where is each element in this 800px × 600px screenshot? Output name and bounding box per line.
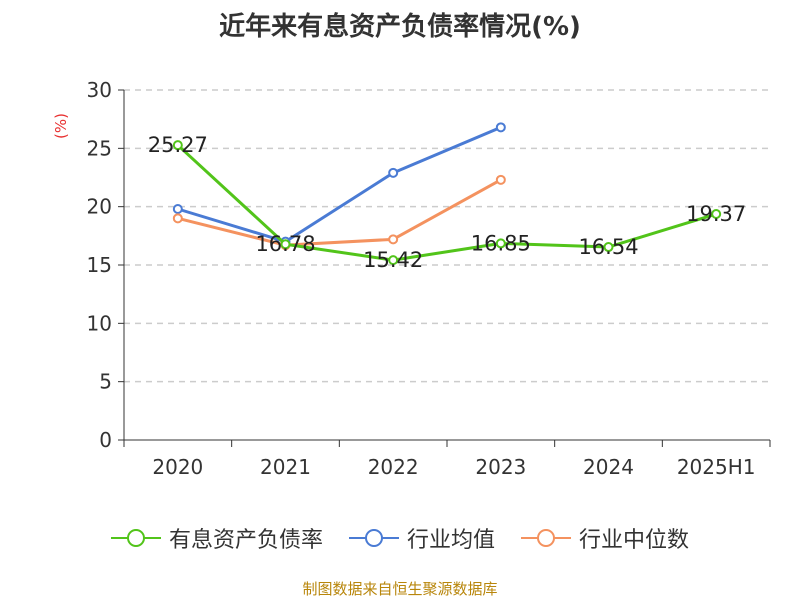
data-point	[495, 238, 506, 249]
gridlines	[124, 89, 770, 383]
legend-label: 有息资产负债率	[168, 528, 323, 553]
legend-item-industry-median[interactable]: 行业中位数	[521, 522, 689, 554]
legend-marker-blue	[348, 529, 399, 547]
series-lines	[172, 122, 722, 266]
chart-title: 近年来有息资产负债率情况(%)	[219, 12, 581, 42]
legend-item-industry-mean[interactable]: 行业均值	[348, 522, 495, 554]
data-point	[388, 234, 399, 245]
y-tick-label: 15	[87, 253, 112, 277]
source-note: 制图数据来自恒生聚源数据库	[302, 580, 498, 598]
series-line	[177, 178, 502, 247]
data-point	[495, 122, 506, 133]
legend-label: 行业均值	[406, 528, 495, 553]
data-label: 25.27	[148, 133, 208, 157]
data-label: 16.78	[255, 232, 315, 256]
data-point	[172, 213, 183, 224]
y-tick-label: 25	[87, 136, 112, 160]
y-tick-label: 30	[87, 78, 112, 102]
data-point	[388, 167, 399, 178]
legend-item-interest-debt-ratio[interactable]: 有息资产负债率	[110, 522, 323, 554]
data-point	[172, 140, 183, 151]
y-tick-label: 20	[87, 195, 112, 219]
y-tick-label: 10	[87, 311, 112, 335]
x-tick-label: 2024	[583, 455, 634, 479]
x-tick-label: 2022	[368, 455, 419, 479]
data-point	[711, 209, 722, 220]
series-line	[177, 125, 502, 244]
data-label: 16.85	[471, 231, 531, 255]
data-point	[280, 239, 291, 250]
legend-marker-orange	[521, 529, 571, 547]
x-tick-label: 2025H1	[677, 455, 756, 479]
data-label: 15.42	[363, 248, 423, 272]
y-axis-label: (%)	[52, 113, 70, 139]
data-point	[495, 174, 506, 185]
x-tick-label: 2021	[260, 455, 311, 479]
data-label: 19.37	[686, 202, 746, 226]
y-tick-label: 5	[99, 370, 112, 394]
axes: 0 5 10 15 20 25 30 2020 2021 2022 2023 2024 2025H1	[87, 78, 771, 479]
data-point	[603, 242, 614, 253]
y-tick-label: 0	[99, 428, 112, 452]
x-tick-label: 2023	[475, 455, 526, 479]
legend-marker-green	[110, 529, 161, 547]
data-labels: 25.27 16.78 15.42 16.85 16.54 19.37	[148, 133, 746, 272]
data-label: 16.54	[578, 235, 638, 259]
data-point	[172, 204, 183, 214]
data-point	[388, 255, 399, 266]
series-line	[176, 144, 717, 262]
legend-label: 行业中位数	[579, 528, 690, 553]
legend: 有息资产负债率 行业均值 行业中位数	[0, 522, 800, 554]
x-tick-label: 2020	[152, 455, 203, 479]
